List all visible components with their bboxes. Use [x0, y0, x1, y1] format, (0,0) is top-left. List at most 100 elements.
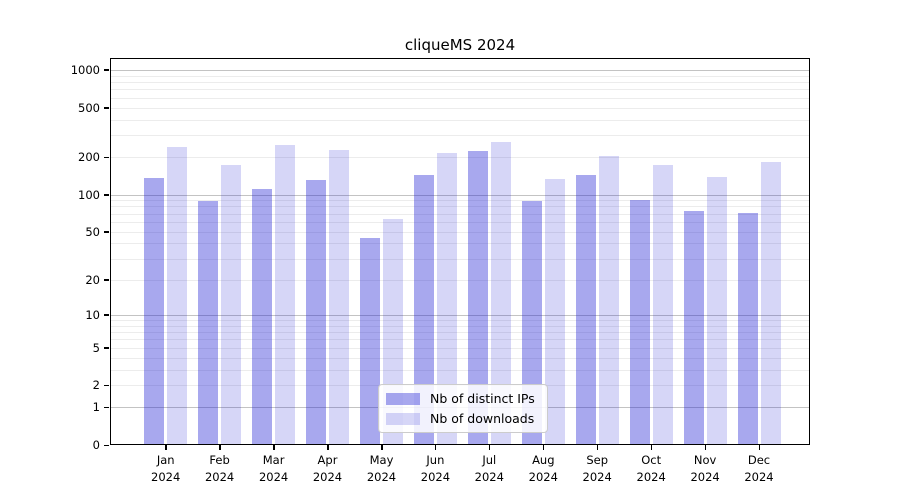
bar-ips-apr — [306, 179, 326, 445]
y-tick-label-20: 20 — [85, 272, 100, 287]
x-label-month: Aug — [532, 453, 555, 467]
legend-swatch-ips — [386, 392, 420, 405]
plot-area: Nb of distinct IPs Nb of downloads — [110, 58, 810, 445]
x-label-month: Sep — [586, 453, 609, 467]
x-tick-jun — [434, 445, 437, 450]
bar-ips-aug — [521, 200, 542, 445]
bar-ips-dec — [737, 212, 758, 445]
x-tick-oct — [650, 445, 653, 450]
legend-label-ips: Nb of distinct IPs — [430, 391, 535, 406]
y-tick-2 — [104, 384, 109, 387]
gridline-minor-5 — [110, 347, 810, 349]
gridline-minor-6 — [110, 339, 810, 341]
y-tick-label-1000: 1000 — [70, 62, 100, 77]
y-tick-1 — [104, 406, 109, 409]
legend-label-downloads: Nb of downloads — [430, 411, 535, 426]
x-tick-label-mar: Mar 2024 — [244, 452, 304, 486]
bar-ips-sep — [575, 174, 596, 445]
x-label-year: 2024 — [366, 470, 397, 484]
bar-downloads-feb — [221, 164, 242, 445]
x-tick-jul — [488, 445, 491, 450]
x-tick-label-apr: Apr 2024 — [298, 452, 358, 486]
bar-ips-nov — [683, 211, 704, 445]
y-tick-label-0: 0 — [92, 438, 100, 452]
x-tick-feb — [219, 445, 221, 450]
bar-downloads-jan — [167, 147, 188, 445]
gridline-minor-70 — [110, 213, 810, 215]
gridline-minor-80 — [110, 206, 810, 208]
gridline-minor-9 — [110, 320, 810, 321]
gridline-minor-500 — [110, 107, 810, 109]
y-tick-10 — [104, 314, 109, 316]
x-label-month: May — [369, 453, 394, 467]
x-tick-mar — [273, 445, 275, 450]
gridline-major-100 — [110, 194, 810, 196]
y-tick-20 — [104, 279, 109, 281]
x-tick-label-nov: Nov 2024 — [675, 452, 735, 486]
bar-ips-mar — [252, 189, 273, 445]
bar-downloads-aug — [544, 179, 565, 445]
x-label-year: 2024 — [582, 470, 612, 484]
x-tick-sep — [596, 445, 599, 450]
gridline-minor-20 — [110, 279, 810, 281]
gridline-minor-800 — [110, 82, 810, 83]
x-label-year: 2024 — [474, 470, 504, 484]
x-tick-aug — [542, 445, 545, 450]
bar-ips-oct — [629, 200, 650, 445]
y-tick-label-5: 5 — [92, 340, 100, 355]
x-tick-nov — [704, 445, 707, 450]
x-tick-label-may: May 2024 — [352, 452, 412, 486]
y-tick-200 — [104, 156, 109, 159]
legend-row-downloads: Nb of downloads — [386, 411, 535, 426]
gridline-minor-900 — [110, 75, 810, 77]
bar-ips-jul — [467, 150, 488, 445]
x-label-month: Dec — [747, 453, 771, 467]
y-tick-label-100: 100 — [78, 187, 100, 202]
legend-row-ips: Nb of distinct IPs — [386, 391, 535, 406]
x-tick-jan — [165, 445, 167, 450]
gridline-minor-200 — [110, 157, 810, 159]
x-tick-label-jul: Jul 2024 — [459, 452, 519, 486]
chart-title: cliqueMS 2024 — [404, 36, 516, 54]
x-label-year: 2024 — [420, 470, 451, 484]
x-label-year: 2024 — [744, 470, 774, 484]
gridline-minor-60 — [110, 221, 810, 223]
y-tick-label-1: 1 — [92, 400, 100, 415]
gridline-major-1000 — [110, 69, 810, 71]
gridline-minor-7 — [110, 332, 810, 334]
x-tick-label-oct: Oct 2024 — [621, 452, 681, 486]
x-label-year: 2024 — [690, 470, 720, 484]
x-label-month: Mar — [262, 453, 285, 467]
y-tick-label-10: 10 — [85, 307, 100, 322]
gridline-minor-300 — [110, 135, 810, 137]
y-tick-5 — [104, 347, 109, 349]
x-label-month: Jun — [426, 453, 445, 467]
bar-ips-may — [360, 238, 380, 445]
x-label-month: Feb — [209, 453, 230, 467]
gridline-minor-50 — [110, 231, 810, 233]
y-tick-0 — [104, 444, 109, 446]
x-label-month: Jan — [156, 453, 175, 467]
x-label-year: 2024 — [636, 470, 666, 484]
gridline-minor-3 — [110, 369, 810, 371]
x-label-month: Nov — [693, 453, 717, 467]
bar-ips-jan — [144, 178, 165, 445]
x-tick-label-jun: Jun 2024 — [405, 452, 465, 486]
gridline-minor-600 — [110, 97, 810, 99]
bar-downloads-nov — [706, 177, 727, 445]
y-tick-label-500: 500 — [78, 100, 100, 115]
x-tick-dec — [758, 445, 760, 450]
gridline-minor-30 — [110, 258, 810, 260]
x-tick-label-jan: Jan 2024 — [136, 452, 196, 486]
bar-ips-feb — [198, 201, 219, 445]
gridline-major-10 — [110, 314, 810, 316]
x-tick-label-dec: Dec 2024 — [729, 452, 789, 486]
bar-downloads-jul — [490, 141, 511, 445]
x-label-year: 2024 — [204, 470, 235, 484]
bar-downloads-mar — [275, 145, 296, 445]
gridline-minor-90 — [110, 200, 810, 202]
x-tick-label-sep: Sep 2024 — [567, 452, 627, 486]
x-label-month: Oct — [641, 453, 662, 467]
gridline-minor-40 — [110, 243, 810, 245]
bar-downloads-sep — [598, 156, 619, 445]
